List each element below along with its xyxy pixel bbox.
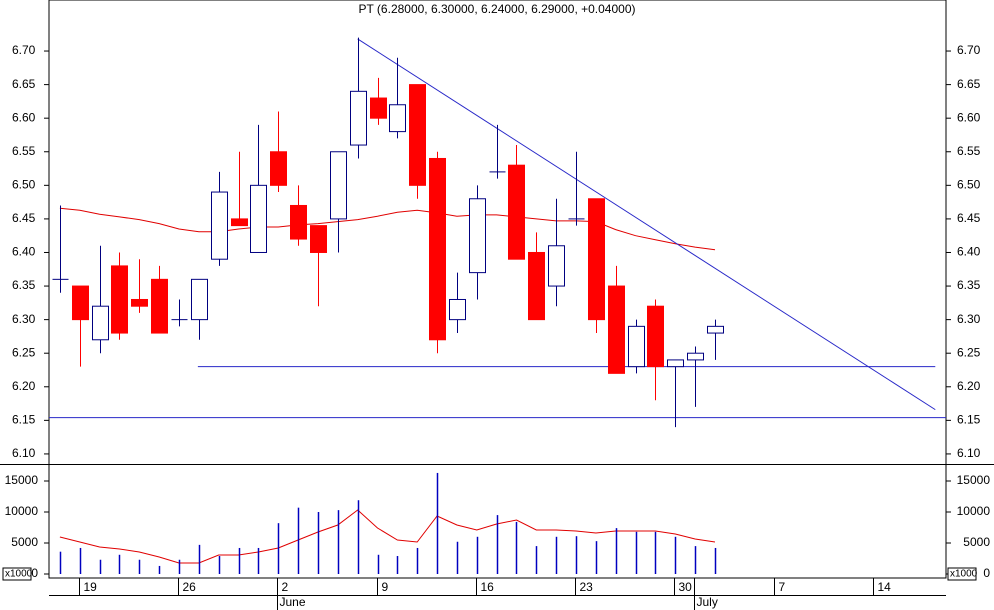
volume-tick-label: 15000 [5,473,39,487]
volume-unit-label: x1000 [950,569,978,580]
y-tick-label: 6.50 [12,178,36,192]
y-tick-label: 6.25 [957,345,981,359]
candle-body [92,305,109,341]
y-tick-label: 6.45 [12,211,36,225]
y-tick-label: 6.35 [12,278,36,292]
candle-body [528,251,545,321]
candle-body [628,325,645,368]
y-tick-label: 6.70 [12,43,36,57]
y-tick-label: 6.40 [12,245,36,259]
x-tick-label: 19 [84,580,98,594]
volume-tick-label: 15000 [957,473,991,487]
y-tick-label: 6.15 [12,413,36,427]
candle-body [647,305,664,368]
volume-tick-label: 10000 [5,504,39,518]
candle-body [508,164,525,260]
y-tick-label: 6.45 [957,211,981,225]
candle-body [211,191,228,260]
unit-box [947,567,977,581]
y-tick-label: 6.35 [957,278,981,292]
candle-body [707,325,724,334]
y-tick-label: 6.15 [957,413,981,427]
y-tick-label: 6.10 [957,446,981,460]
moving-average-line [59,207,716,251]
candle-body [151,278,168,334]
y-tick-label: 6.65 [957,77,981,91]
y-tick-label: 6.55 [957,144,981,158]
x-tick-label: 2 [282,580,289,594]
candle-body [72,285,89,321]
x-tick-label: 23 [580,580,594,594]
volume-tick-label: 10000 [957,504,991,518]
candle-body [449,298,466,321]
candle-body [350,90,367,146]
y-tick-label: 6.25 [12,345,36,359]
month-label: July [697,595,718,609]
candle-body [687,352,704,361]
candle-body [330,151,347,220]
candle-body [548,245,565,287]
y-tick-label: 6.60 [957,110,981,124]
volume-unit-label: x1000 [5,569,33,580]
candle-body [469,198,486,274]
candle-body [389,104,406,133]
candle-body [250,184,267,253]
candle-body [370,97,387,119]
candle-body [290,204,307,240]
x-tick-label: 14 [878,580,892,594]
candle-body [131,298,148,307]
volume-tick-label: 5000 [11,535,38,549]
y-tick-label: 6.30 [957,312,981,326]
candle-body [608,285,625,374]
volume-tick-label: 0 [983,566,990,580]
y-tick-label: 6.60 [12,110,36,124]
y-tick-label: 6.65 [12,77,36,91]
candle-body [429,157,446,341]
candle-body [191,278,208,321]
volume-tick-label: 5000 [963,535,990,549]
candle-body [588,198,605,321]
y-tick-label: 6.20 [957,379,981,393]
y-tick-label: 6.20 [12,379,36,393]
y-tick-label: 6.55 [12,144,36,158]
month-label: June [280,595,306,609]
candle-body [270,151,287,186]
candle-body [409,84,426,186]
candle-body [231,218,248,227]
candle-body [667,359,684,368]
plot-frame [48,0,947,579]
chart-title: PT (6.28000, 6.30000, 6.24000, 6.29000, … [358,2,635,16]
y-tick-label: 6.10 [12,446,36,460]
y-tick-label: 6.50 [957,178,981,192]
candle-body [310,225,327,253]
y-tick-label: 6.70 [957,43,981,57]
x-tick-label: 16 [481,580,495,594]
candle-body [111,265,128,334]
volume-tick-label: 0 [31,566,38,580]
y-tick-label: 6.40 [957,245,981,259]
volume-average-line [59,509,716,564]
y-tick-label: 6.30 [12,312,36,326]
unit-box [2,567,32,581]
x-tick-label: 9 [382,580,389,594]
x-tick-label: 26 [183,580,197,594]
x-tick-label: 30 [679,580,693,594]
x-tick-label: 7 [779,580,786,594]
trend-line [357,38,936,411]
